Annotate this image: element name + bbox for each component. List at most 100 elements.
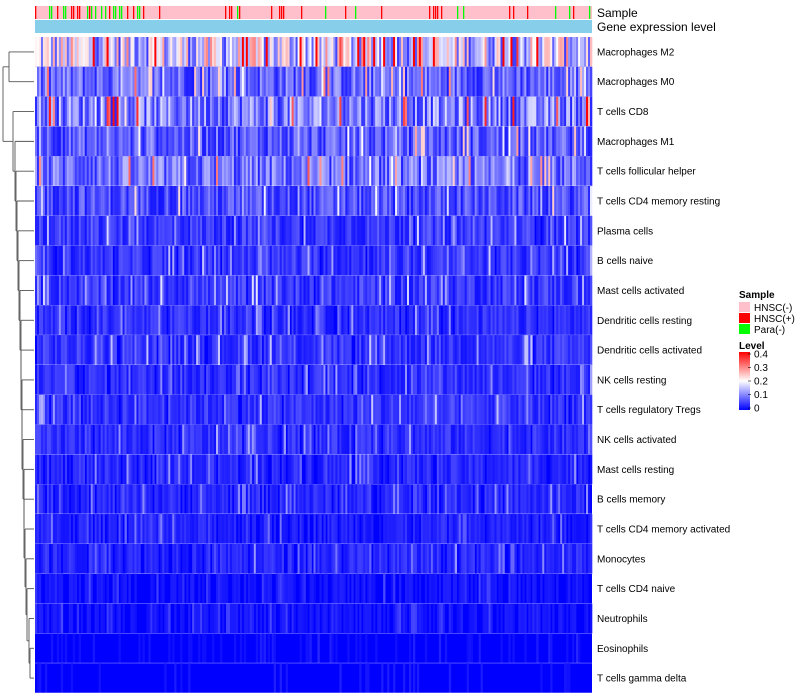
heatmap-cell <box>194 245 197 276</box>
heatmap-cell <box>118 424 121 455</box>
heatmap-cell <box>492 66 495 97</box>
heatmap-cell <box>128 454 131 485</box>
heatmap-cell <box>259 275 263 306</box>
heatmap-cell <box>299 215 302 246</box>
heatmap-cell <box>94 305 97 336</box>
heatmap-cell <box>104 365 107 395</box>
heatmap-cell <box>434 305 438 336</box>
heatmap-cell <box>64 186 68 216</box>
heatmap-cell <box>142 96 145 127</box>
heatmap-cell <box>323 126 326 157</box>
heatmap-cell <box>407 275 410 306</box>
heatmap-cell <box>325 126 328 157</box>
heatmap-cell <box>418 186 422 216</box>
heatmap-cell <box>74 394 78 425</box>
heatmap-cell <box>168 66 171 97</box>
heatmap-cell <box>283 365 286 395</box>
heatmap-cell <box>456 424 460 455</box>
heatmap-cell <box>530 66 533 97</box>
heatmap-cell <box>530 215 533 246</box>
heatmap-cell <box>424 245 428 276</box>
heatmap-cell <box>96 66 99 97</box>
heatmap-cell <box>309 394 312 425</box>
heatmap-cell <box>150 37 153 67</box>
heatmap-cell <box>237 156 241 187</box>
heatmap-cell <box>118 484 121 515</box>
heatmap-cell <box>500 275 503 306</box>
heatmap-cell <box>104 454 107 485</box>
heatmap-cell <box>558 454 561 485</box>
heatmap-cell <box>311 37 314 67</box>
heatmap-cell <box>526 514 529 544</box>
sample-tick <box>77 6 79 19</box>
heatmap-cell <box>432 335 436 365</box>
heatmap-cell <box>233 305 237 336</box>
heatmap-cell <box>480 156 483 187</box>
heatmap-cell <box>510 543 513 574</box>
heatmap-cell <box>202 305 205 336</box>
heatmap-cell <box>257 37 261 67</box>
heatmap-cell <box>210 186 213 216</box>
heatmap-cell <box>329 514 332 544</box>
heatmap-cell <box>265 394 269 425</box>
heatmap-cell <box>403 335 406 365</box>
heatmap-cell <box>375 335 378 365</box>
heatmap-cell <box>140 394 143 425</box>
heatmap-cell <box>263 394 267 425</box>
heatmap-cell <box>152 156 155 187</box>
heatmap-cell <box>532 215 535 246</box>
heatmap-cell <box>482 215 485 246</box>
heatmap-cell <box>239 365 243 395</box>
heatmap-cell <box>168 186 171 216</box>
heatmap-cell <box>401 305 404 336</box>
heatmap-cell <box>245 305 249 336</box>
heatmap-cell <box>287 424 290 455</box>
heatmap-cell <box>468 484 471 515</box>
heatmap-cell <box>259 305 263 336</box>
heatmap-cell <box>462 245 465 276</box>
heatmap-cell <box>265 335 269 365</box>
heatmap-cell <box>319 394 322 425</box>
heatmap-cell <box>373 66 376 97</box>
heatmap-cell <box>381 484 384 515</box>
heatmap-cell <box>420 424 424 455</box>
heatmap-cell <box>56 305 60 336</box>
heatmap-cell <box>582 365 585 395</box>
heatmap-cell <box>184 156 187 187</box>
heatmap-cell <box>116 126 119 157</box>
heatmap-cell <box>482 454 485 485</box>
heatmap-cell <box>492 215 495 246</box>
heatmap-cell <box>289 543 292 574</box>
heatmap-cell <box>35 484 38 515</box>
heatmap-cell <box>460 156 463 187</box>
heatmap-cell <box>468 66 471 97</box>
heatmap-cell <box>235 335 239 365</box>
heatmap-cell <box>170 245 173 276</box>
heatmap-cell <box>40 96 44 127</box>
heatmap-cell <box>582 156 585 187</box>
heatmap-cell <box>277 96 280 127</box>
heatmap-cell <box>498 37 501 67</box>
heatmap-cell <box>200 215 203 246</box>
heatmap-cell <box>186 365 189 395</box>
heatmap-cell <box>586 335 589 365</box>
heatmap-cell <box>476 305 479 336</box>
heatmap-cell <box>371 514 374 544</box>
heatmap-cell <box>552 215 555 246</box>
heatmap-cell <box>572 514 575 544</box>
heatmap-cell <box>138 484 141 515</box>
heatmap-cell <box>198 305 201 336</box>
heatmap-cell <box>40 215 44 246</box>
heatmap-cell <box>341 96 344 127</box>
heatmap-cell <box>548 543 551 574</box>
heatmap-cell <box>221 96 225 127</box>
heatmap-cell <box>72 245 76 276</box>
heatmap-cell <box>283 454 286 485</box>
heatmap-cell <box>251 543 255 574</box>
heatmap-cell <box>363 424 366 455</box>
heatmap-cell <box>80 335 84 365</box>
heatmap-cell <box>486 245 489 276</box>
heatmap-cell <box>452 186 456 216</box>
heatmap-cell <box>410 305 414 336</box>
heatmap-cell <box>343 37 346 67</box>
